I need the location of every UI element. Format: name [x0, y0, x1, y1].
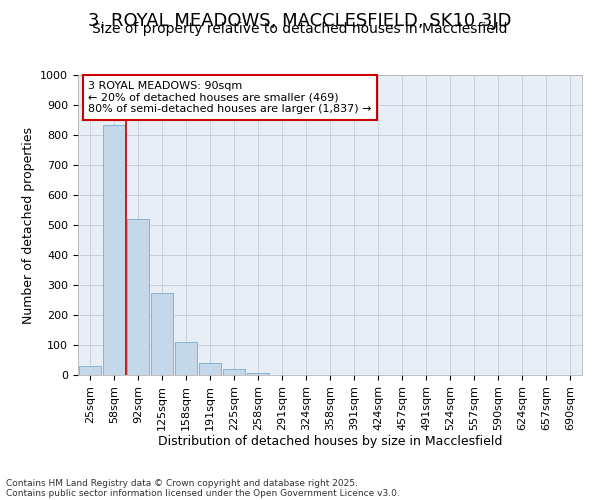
Bar	[175, 342, 197, 375]
Bar	[103, 124, 125, 375]
Bar	[151, 292, 173, 375]
Bar	[127, 219, 149, 375]
Bar	[79, 366, 101, 375]
X-axis label: Distribution of detached houses by size in Macclesfield: Distribution of detached houses by size …	[158, 436, 502, 448]
Bar	[199, 363, 221, 375]
Text: 3 ROYAL MEADOWS: 90sqm
← 20% of detached houses are smaller (469)
80% of semi-de: 3 ROYAL MEADOWS: 90sqm ← 20% of detached…	[88, 81, 371, 114]
Y-axis label: Number of detached properties: Number of detached properties	[22, 126, 35, 324]
Text: Contains public sector information licensed under the Open Government Licence v3: Contains public sector information licen…	[6, 488, 400, 498]
Bar	[223, 369, 245, 375]
Text: Size of property relative to detached houses in Macclesfield: Size of property relative to detached ho…	[92, 22, 508, 36]
Bar	[247, 372, 269, 375]
Text: 3, ROYAL MEADOWS, MACCLESFIELD, SK10 3JD: 3, ROYAL MEADOWS, MACCLESFIELD, SK10 3JD	[88, 12, 512, 30]
Text: Contains HM Land Registry data © Crown copyright and database right 2025.: Contains HM Land Registry data © Crown c…	[6, 478, 358, 488]
